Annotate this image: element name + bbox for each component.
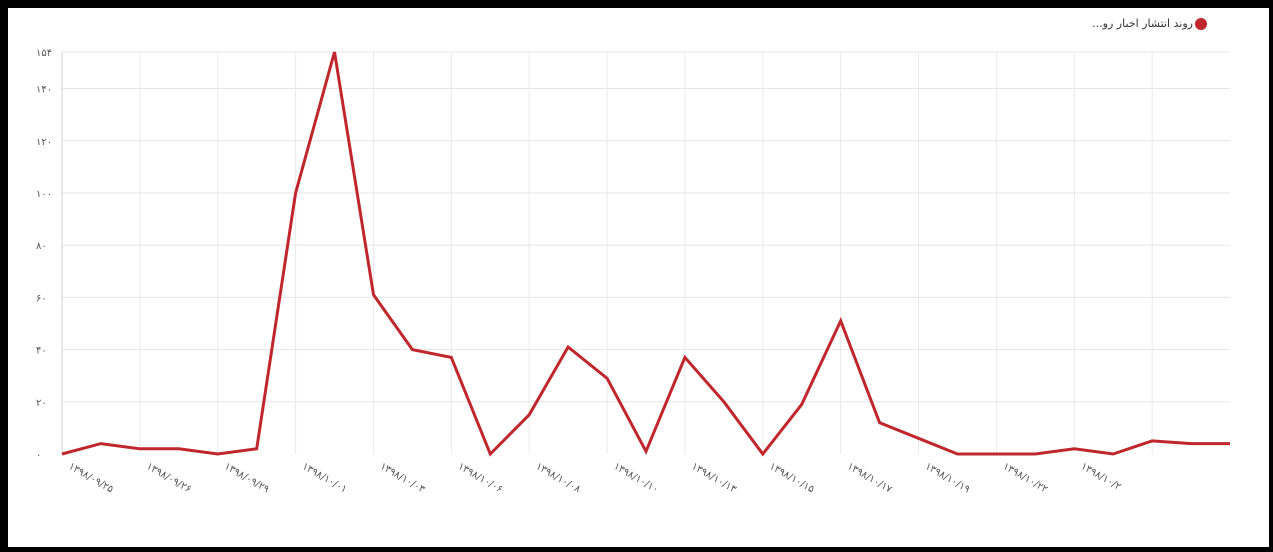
data-point (955, 452, 959, 456)
y-tick-label: ۶۰ (36, 293, 47, 304)
data-point (1033, 452, 1037, 456)
data-point (722, 400, 726, 404)
x-tick-label: ۱۳۹۸/۱۰/۱۷ (845, 461, 894, 496)
data-point (138, 447, 142, 451)
x-tick-label: ۱۳۹۸/۱۰/۰۸ (534, 461, 583, 496)
data-point (333, 50, 337, 54)
data-point (449, 355, 453, 359)
data-point (878, 421, 882, 425)
series-line (61, 51, 1230, 457)
data-point (1072, 447, 1076, 451)
x-tick-label: ۱۳۹۸/۱۰/۱۰ (612, 461, 661, 495)
x-tick-label: ۱۳۹۸/۱۰/۰۶ (456, 461, 505, 495)
x-tick-label: ۱۳۹۸/۱۰/۲۲ (1001, 461, 1050, 495)
data-point (294, 191, 298, 195)
x-tick-label: ۱۳۹۸/۰۹/۲۵ (67, 461, 116, 495)
data-point (1150, 439, 1154, 443)
data-point (994, 452, 998, 456)
data-point (917, 436, 921, 440)
data-point (605, 376, 609, 380)
y-tick-label: ۴۰ (36, 346, 47, 357)
data-point (1228, 442, 1232, 446)
data-point (1111, 452, 1115, 456)
data-point (488, 452, 492, 456)
y-tick-label: ۱۵۴ (36, 48, 52, 59)
x-tick-label: ۱۳۹۸/۱۰/۱۵ (767, 461, 816, 495)
legend-swatch-icon (1195, 17, 1207, 30)
legend-label: ...روند انتشار اخبار رو (1092, 17, 1193, 30)
data-point (761, 452, 765, 456)
data-point (683, 355, 687, 359)
data-point (1189, 442, 1193, 446)
data-point (527, 413, 531, 417)
data-point (566, 345, 570, 349)
y-tick-label: ۸۰ (36, 241, 47, 252)
y-tick-label: ۱۴۰ (36, 85, 52, 96)
x-tick-label: ۱۳۹۸/۱۰/۱۳ (689, 461, 738, 496)
data-point (60, 452, 64, 456)
data-point (839, 319, 843, 323)
x-tick-label: ۱۳۹۸/۱۰/۰۱ (300, 461, 349, 495)
x-tick-label: ۱۳۹۸/۱۰/۰۳ (378, 461, 427, 496)
data-point (255, 447, 259, 451)
data-point (410, 348, 414, 352)
y-tick-label: ۲۰ (36, 398, 47, 409)
data-point (99, 442, 103, 446)
data-point (177, 447, 181, 451)
x-tick-label: ۱۳۹۸/۱۰/۱۹ (923, 461, 972, 495)
data-point (800, 402, 804, 406)
chart-legend[interactable]: ...روند انتشار اخبار رو (1092, 17, 1207, 30)
x-tick-label: ۱۳۹۸/۱۰/۲ (1079, 461, 1123, 493)
y-tick-label: ۱۰۰ (36, 189, 52, 200)
x-tick-label: ۱۳۹۸/۰۹/۲۶ (144, 461, 193, 495)
data-point (216, 452, 220, 456)
data-point (371, 293, 375, 297)
y-tick-label: ۱۲۰ (36, 137, 52, 148)
data-point (644, 449, 648, 453)
y-tick-label: ۰ (36, 450, 41, 461)
x-tick-label: ۱۳۹۸/۰۹/۲۹ (222, 461, 271, 495)
